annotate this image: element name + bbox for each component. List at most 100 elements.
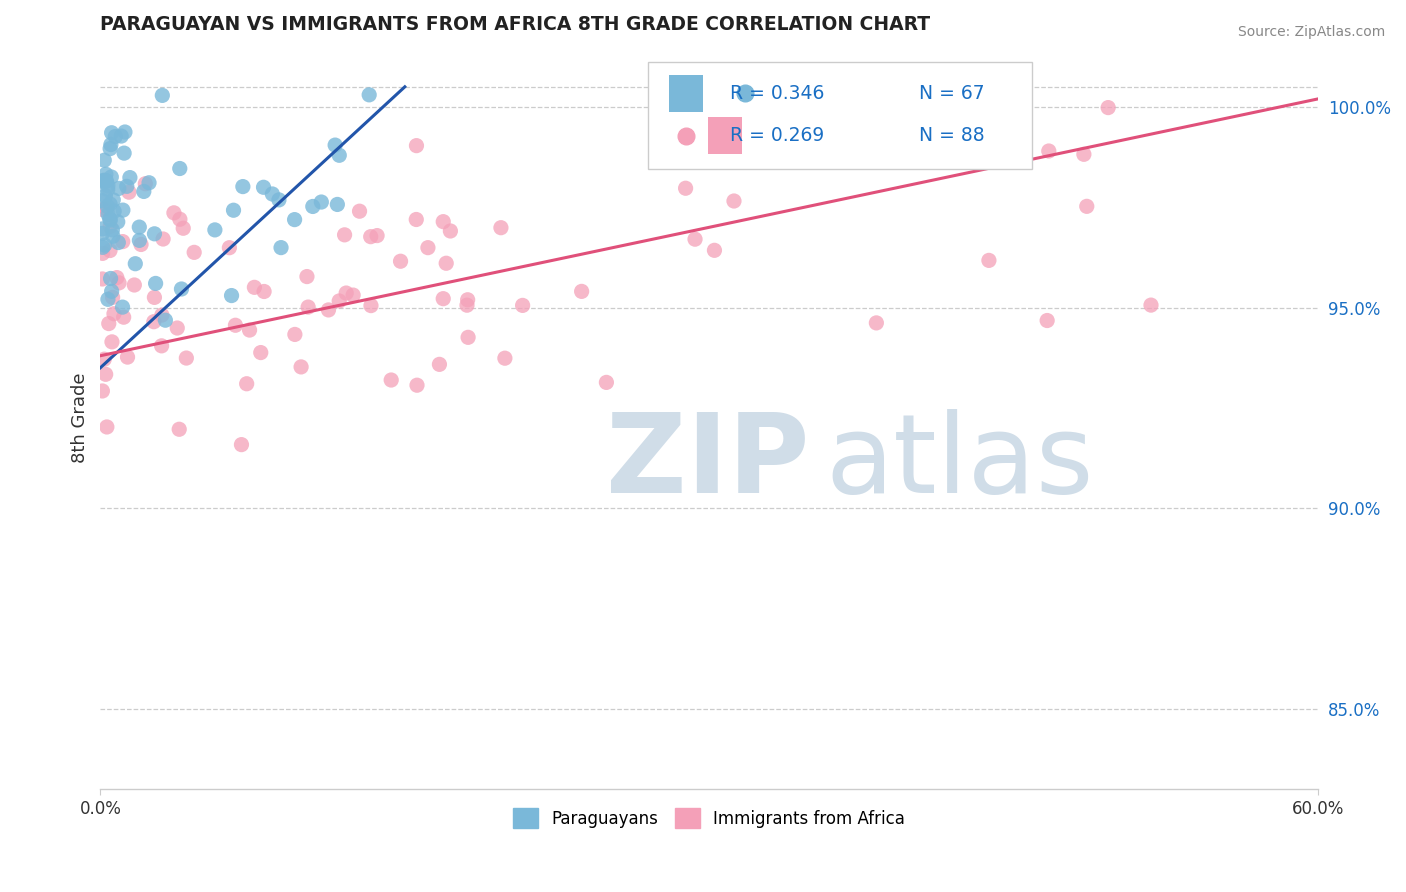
Point: [1140, 298, 1163, 312]
Point: [93, 238, 115, 252]
Point: [91, 174, 114, 188]
Point: [128, 233, 150, 247]
Point: [1038, 144, 1060, 158]
Point: [163, 206, 186, 220]
Point: [457, 293, 479, 307]
Point: [110, 129, 132, 144]
Point: [96, 174, 118, 188]
Point: [103, 204, 125, 219]
Point: [301, 199, 323, 213]
Point: [249, 345, 271, 359]
Point: [94, 174, 117, 188]
Point: [112, 310, 135, 325]
Point: [142, 315, 165, 329]
Point: [94, 368, 117, 382]
Text: R = 0.346: R = 0.346: [730, 84, 824, 103]
Point: [432, 214, 454, 228]
Point: [262, 186, 284, 201]
Point: [111, 203, 134, 218]
Point: [101, 223, 124, 237]
Point: [416, 241, 439, 255]
Point: [270, 241, 292, 255]
Point: [103, 193, 125, 207]
Point: [238, 323, 260, 337]
Point: [91, 246, 114, 260]
Point: [267, 193, 290, 207]
Point: [1036, 313, 1059, 327]
Point: [252, 180, 274, 194]
Text: N = 67: N = 67: [918, 84, 984, 103]
Point: [342, 288, 364, 302]
Point: [218, 241, 240, 255]
Point: [94, 167, 117, 181]
Point: [489, 220, 512, 235]
Point: [128, 220, 150, 235]
Point: [98, 212, 121, 227]
Point: [439, 224, 461, 238]
Text: N = 88: N = 88: [918, 127, 984, 145]
Point: [222, 203, 245, 218]
Point: [94, 189, 117, 203]
Point: [328, 148, 350, 162]
Point: [143, 227, 166, 241]
Point: [104, 129, 127, 144]
Point: [97, 317, 120, 331]
Point: [221, 288, 243, 302]
Point: [167, 422, 190, 436]
Point: [108, 276, 131, 290]
Point: [1076, 199, 1098, 213]
Point: [512, 298, 534, 312]
Point: [360, 229, 382, 244]
Point: [124, 257, 146, 271]
Point: [405, 138, 427, 153]
Point: [457, 330, 479, 344]
Point: [155, 313, 177, 327]
FancyBboxPatch shape: [709, 117, 742, 154]
Point: [318, 302, 340, 317]
Point: [571, 285, 593, 299]
Text: atlas: atlas: [825, 409, 1094, 516]
Point: [111, 235, 134, 249]
Point: [111, 300, 134, 314]
Point: [456, 298, 478, 312]
Text: Source: ZipAtlas.com: Source: ZipAtlas.com: [1237, 25, 1385, 39]
Point: [328, 293, 350, 308]
Point: [100, 271, 122, 285]
Point: [108, 181, 131, 195]
Point: [97, 182, 120, 196]
Point: [96, 200, 118, 214]
Point: [98, 219, 121, 234]
Point: [100, 285, 122, 299]
Point: [100, 126, 122, 140]
FancyBboxPatch shape: [648, 62, 1032, 169]
Point: [150, 339, 173, 353]
Point: [150, 88, 173, 103]
Point: [1073, 147, 1095, 161]
Point: [865, 316, 887, 330]
Point: [91, 272, 114, 286]
Point: [118, 170, 141, 185]
Point: [326, 197, 349, 211]
Point: [920, 87, 942, 102]
Point: [93, 173, 115, 187]
Point: [405, 212, 427, 227]
Point: [284, 212, 307, 227]
Point: [114, 125, 136, 139]
Point: [297, 300, 319, 314]
Point: [703, 244, 725, 258]
Point: [243, 280, 266, 294]
Point: [115, 179, 138, 194]
Point: [494, 351, 516, 366]
Point: [91, 240, 114, 254]
Point: [231, 437, 253, 451]
Point: [107, 215, 129, 229]
Point: [143, 290, 166, 304]
Y-axis label: 8th Grade: 8th Grade: [72, 373, 89, 463]
Point: [98, 213, 121, 227]
Point: [118, 185, 141, 199]
Point: [101, 334, 124, 349]
Point: [91, 227, 114, 241]
Point: [112, 146, 135, 161]
Point: [232, 179, 254, 194]
Point: [295, 269, 318, 284]
